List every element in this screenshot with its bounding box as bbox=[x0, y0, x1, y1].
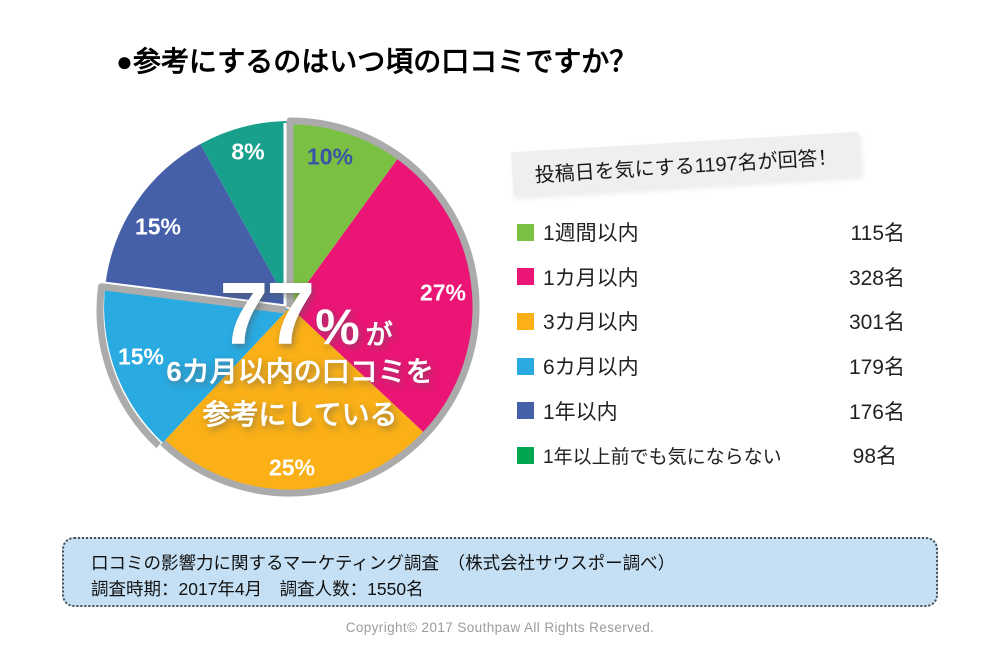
legend-row: 6カ月以内 179名 bbox=[517, 344, 905, 389]
slice-percent-label-over1year: 8% bbox=[231, 138, 265, 165]
legend-row: 1年以上前でも気にならない 98名 bbox=[517, 433, 905, 478]
pie-exploded-outline-group bbox=[96, 283, 287, 449]
legend-row: 1年以内 176名 bbox=[517, 388, 905, 433]
source-line1: 口コミの影響力に関するマーケティング調査 （株式会社サウスポー調べ） bbox=[91, 553, 676, 573]
slice-percent-label-6months: 15% bbox=[117, 343, 165, 370]
legend-label: 1カ月以内 bbox=[543, 266, 639, 290]
pie-slice-over1year bbox=[200, 121, 290, 307]
legend-row: 1カ月以内 328名 bbox=[517, 255, 905, 300]
pie-slice-6months bbox=[104, 283, 291, 443]
legend-label: 1週間以内 bbox=[543, 222, 639, 246]
page-title: ●参考にするのはいつ頃の口コミですか？ bbox=[116, 46, 638, 77]
legend-count: 328名 bbox=[848, 266, 905, 290]
legend-count: 179名 bbox=[848, 356, 905, 380]
source-box: 口コミの影響力に関するマーケティング調査 （株式会社サウスポー調べ） 調査時期：… bbox=[62, 537, 938, 607]
copyright: Copyright© 2017 Southpaw All Rights Rese… bbox=[345, 620, 655, 635]
legend-label: 1年以内 bbox=[543, 400, 618, 424]
legend-row: 1週間以内 115名 bbox=[517, 210, 905, 255]
legend-swatch-over1year bbox=[517, 446, 534, 464]
legend-swatch-3months bbox=[517, 312, 534, 330]
legend-swatch-1year bbox=[517, 402, 534, 420]
legend-swatch-1week bbox=[517, 223, 534, 241]
pie-exploded-slice-outline bbox=[96, 283, 287, 449]
legend-count: 176名 bbox=[848, 400, 905, 424]
slice-percent-label-1week: 10% bbox=[306, 143, 354, 170]
legend-label: 3カ月以内 bbox=[543, 311, 639, 335]
slice-percent-label-3months: 25% bbox=[268, 454, 316, 481]
pie-group-outline bbox=[160, 117, 480, 497]
pie-slice-1week bbox=[290, 121, 400, 307]
legend-label: 6カ月以内 bbox=[543, 356, 639, 380]
slice-percent-label-1month: 27% bbox=[419, 279, 467, 306]
legend-count: 115名 bbox=[850, 222, 905, 246]
pie-slice-1month bbox=[290, 156, 476, 435]
pie-slice-3months bbox=[162, 307, 426, 493]
slice-percent-label-1year: 15% bbox=[134, 213, 182, 240]
pie-slice-1year bbox=[105, 144, 290, 307]
source-line2: 調査時期：2017年4月 調査人数：1550名 bbox=[91, 579, 424, 600]
legend-swatch-1month bbox=[517, 268, 534, 286]
legend-label: 1年以上前でも気にならない bbox=[543, 446, 782, 468]
legend-count: 98名 bbox=[852, 445, 897, 469]
legend-count: 301名 bbox=[848, 311, 905, 335]
legend-swatch-6months bbox=[517, 357, 534, 375]
legend: 1週間以内 115名 1カ月以内 328名 3カ月以内 301名 6カ月以内 1… bbox=[517, 210, 905, 478]
legend-row: 3カ月以内 301名 bbox=[517, 299, 905, 344]
